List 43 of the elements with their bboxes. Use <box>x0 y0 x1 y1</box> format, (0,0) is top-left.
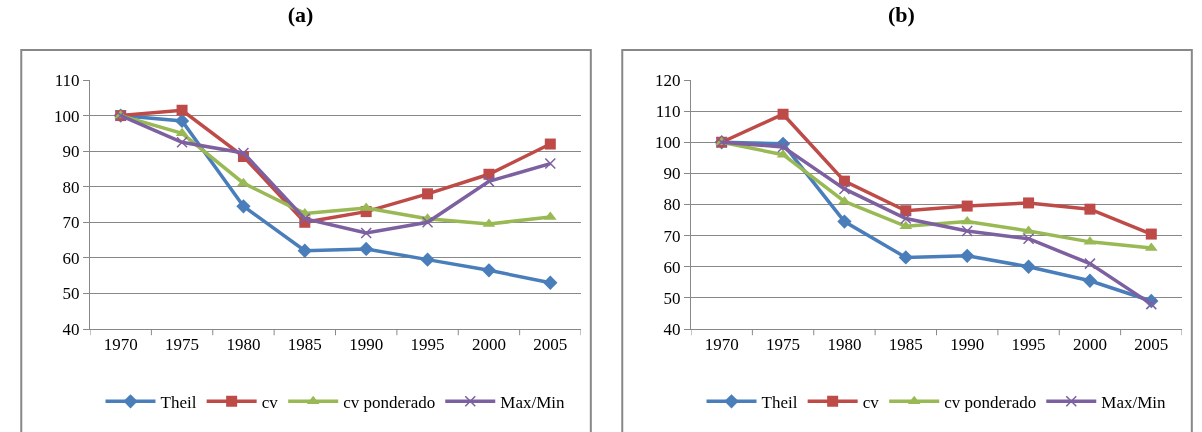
x-tick-label: 1990 <box>950 335 985 355</box>
x-tick-label: 1985 <box>287 335 322 355</box>
legend-label: Max/Min <box>1101 392 1166 412</box>
x-tick-label: 2000 <box>1072 335 1107 355</box>
y-tick-label: 50 <box>62 284 80 304</box>
y-tick-label: 100 <box>54 106 80 126</box>
y-tick-label: 80 <box>62 177 80 197</box>
y-tick-label: 110 <box>54 70 80 90</box>
x-tick-label: 1970 <box>704 335 739 355</box>
x-tick-label: 2000 <box>471 335 506 355</box>
x-tick-label: 1995 <box>1011 335 1046 355</box>
y-tick-label: 60 <box>62 248 80 268</box>
x-tick-label: 1975 <box>766 335 801 355</box>
y-tick-label: 80 <box>663 195 681 215</box>
legend-label: Theil <box>160 392 197 412</box>
y-tick-label: 40 <box>62 319 80 339</box>
chart-title: (a) <box>287 1 314 27</box>
x-tick-label: 1975 <box>165 335 200 355</box>
x-tick-label: 1980 <box>827 335 862 355</box>
legend-label: cv <box>862 392 880 412</box>
x-tick-label: 1995 <box>410 335 445 355</box>
legend-label: cv ponderado <box>944 392 1037 412</box>
y-tick-label: 90 <box>663 164 681 184</box>
x-tick-label: 1990 <box>349 335 384 355</box>
y-tick-label: 60 <box>663 257 681 277</box>
x-tick-label: 1970 <box>103 335 138 355</box>
y-tick-label: 70 <box>62 213 80 233</box>
y-tick-label: 120 <box>655 70 681 90</box>
y-tick-label: 110 <box>655 102 681 122</box>
y-tick-label: 50 <box>663 288 681 308</box>
x-tick-label: 2005 <box>533 335 568 355</box>
chart-title: (b) <box>888 1 915 27</box>
legend-label: cv <box>261 392 279 412</box>
y-tick-label: 100 <box>655 133 681 153</box>
x-tick-label: 1985 <box>888 335 923 355</box>
legend-label: Max/Min <box>500 392 565 412</box>
legend-label: cv ponderado <box>343 392 436 412</box>
x-tick-label: 1980 <box>226 335 261 355</box>
legend-label: Theil <box>761 392 798 412</box>
x-tick-label: 2005 <box>1134 335 1169 355</box>
y-tick-label: 70 <box>663 226 681 246</box>
y-tick-label: 40 <box>663 319 681 339</box>
y-tick-label: 90 <box>62 142 80 162</box>
